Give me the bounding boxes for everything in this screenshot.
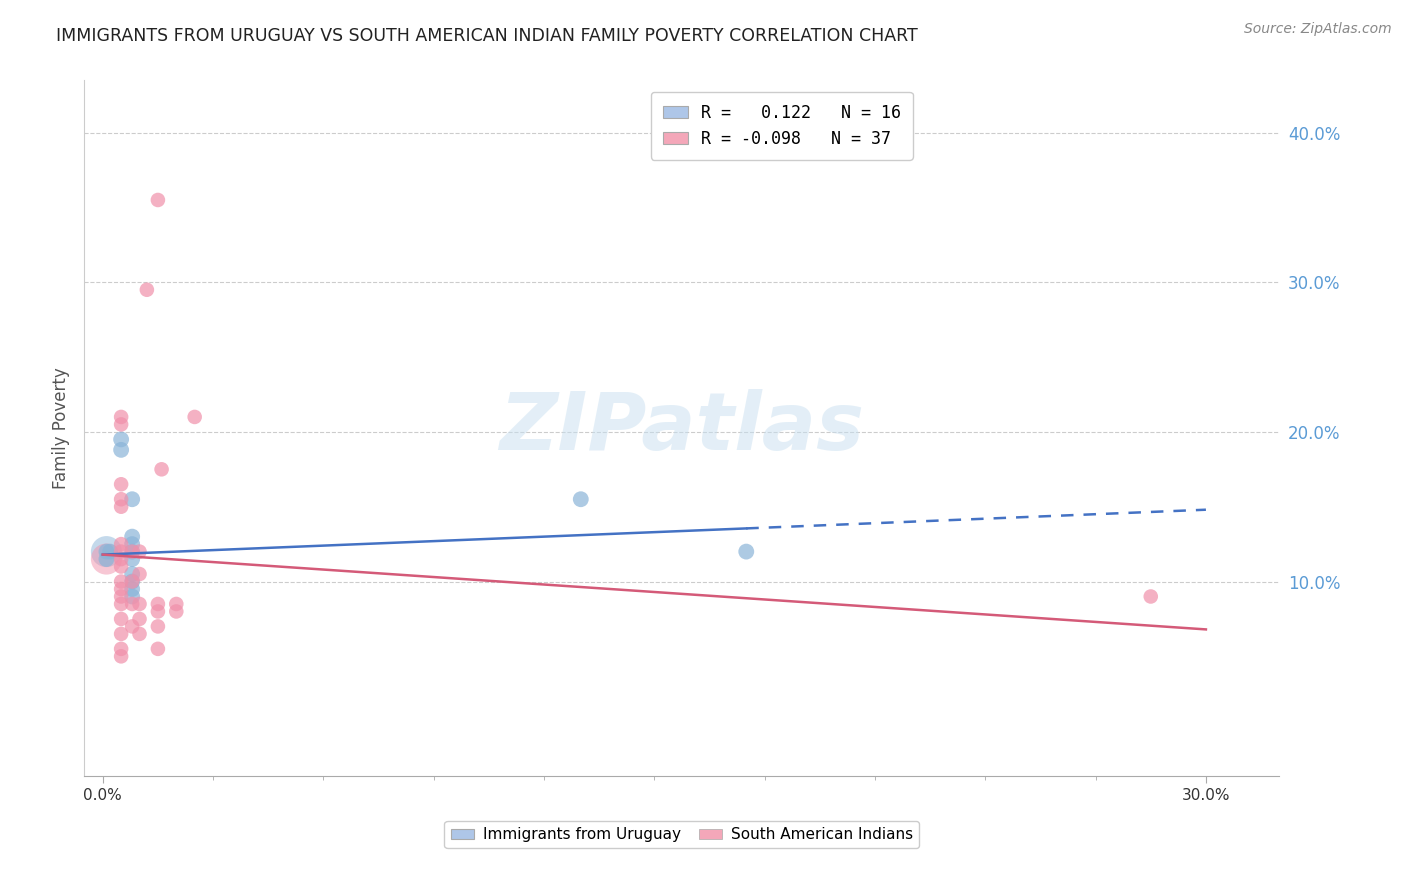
Text: Source: ZipAtlas.com: Source: ZipAtlas.com bbox=[1244, 22, 1392, 37]
Point bbox=[121, 552, 143, 566]
Point bbox=[569, 492, 592, 507]
Point bbox=[146, 641, 169, 656]
Point bbox=[96, 544, 118, 558]
Point bbox=[96, 552, 118, 566]
Point bbox=[110, 552, 132, 566]
Point bbox=[121, 619, 143, 633]
Point bbox=[110, 492, 132, 507]
Point bbox=[165, 597, 187, 611]
Point bbox=[183, 409, 205, 424]
Point bbox=[110, 442, 132, 457]
Point bbox=[146, 604, 169, 618]
Point bbox=[121, 574, 143, 589]
Point bbox=[146, 193, 169, 207]
Point bbox=[165, 604, 187, 618]
Point bbox=[110, 477, 132, 491]
Y-axis label: Family Poverty: Family Poverty bbox=[52, 368, 70, 489]
Point bbox=[121, 537, 143, 551]
Point bbox=[110, 582, 132, 596]
Point bbox=[128, 567, 150, 582]
Point bbox=[98, 544, 121, 558]
Point bbox=[110, 641, 132, 656]
Point bbox=[110, 574, 132, 589]
Point bbox=[96, 544, 118, 558]
Point bbox=[121, 530, 143, 544]
Point bbox=[110, 649, 132, 664]
Point bbox=[121, 544, 143, 558]
Point bbox=[121, 590, 143, 604]
Point bbox=[96, 552, 118, 566]
Point bbox=[1139, 590, 1161, 604]
Point bbox=[128, 612, 150, 626]
Point bbox=[110, 417, 132, 432]
Point bbox=[128, 627, 150, 641]
Point bbox=[150, 462, 173, 476]
Point bbox=[128, 544, 150, 558]
Point bbox=[121, 544, 143, 558]
Point bbox=[110, 627, 132, 641]
Point bbox=[146, 619, 169, 633]
Point bbox=[110, 559, 132, 574]
Point bbox=[135, 283, 157, 297]
Point bbox=[121, 567, 143, 582]
Point bbox=[110, 409, 132, 424]
Point bbox=[110, 544, 132, 558]
Point bbox=[735, 544, 758, 558]
Point bbox=[110, 537, 132, 551]
Point bbox=[128, 597, 150, 611]
Legend: Immigrants from Uruguay, South American Indians: Immigrants from Uruguay, South American … bbox=[444, 822, 920, 848]
Point bbox=[121, 492, 143, 507]
Text: ZIPatlas: ZIPatlas bbox=[499, 389, 865, 467]
Point bbox=[110, 612, 132, 626]
Point bbox=[146, 597, 169, 611]
Point bbox=[110, 590, 132, 604]
Point bbox=[121, 597, 143, 611]
Point bbox=[110, 433, 132, 447]
Point bbox=[121, 574, 143, 589]
Point bbox=[121, 582, 143, 596]
Text: IMMIGRANTS FROM URUGUAY VS SOUTH AMERICAN INDIAN FAMILY POVERTY CORRELATION CHAR: IMMIGRANTS FROM URUGUAY VS SOUTH AMERICA… bbox=[56, 27, 918, 45]
Point bbox=[110, 500, 132, 514]
Point bbox=[110, 597, 132, 611]
